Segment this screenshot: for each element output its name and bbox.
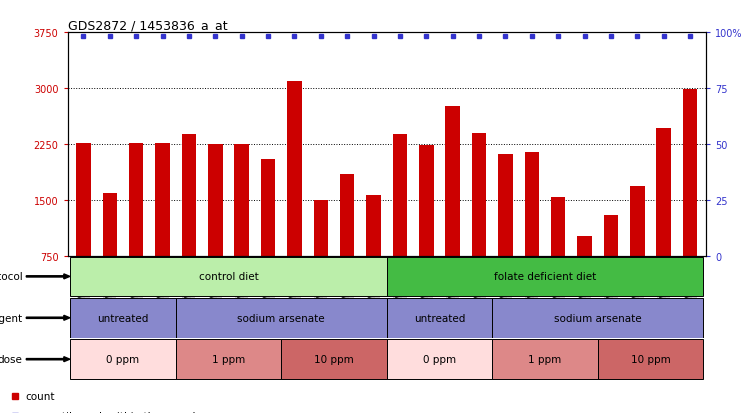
Text: 10 ppm: 10 ppm	[631, 354, 671, 364]
Bar	[208, 145, 222, 256]
Text: untreated: untreated	[414, 313, 465, 323]
Text: sodium arsenate: sodium arsenate	[237, 313, 325, 323]
Text: agent: agent	[0, 313, 23, 323]
Text: GDS2872 / 1453836_a_at: GDS2872 / 1453836_a_at	[68, 19, 228, 32]
Text: 0 ppm: 0 ppm	[423, 354, 456, 364]
Bar	[76, 144, 91, 256]
Bar	[445, 107, 460, 256]
Bar	[71, 298, 176, 338]
Bar	[387, 339, 492, 379]
Bar	[71, 257, 387, 297]
Text: percentile rank within the sample: percentile rank within the sample	[26, 411, 201, 413]
Text: untreated: untreated	[98, 313, 149, 323]
Bar	[387, 298, 492, 338]
Bar	[234, 145, 249, 256]
Bar	[498, 155, 513, 256]
Text: 0 ppm: 0 ppm	[107, 354, 140, 364]
Bar	[492, 298, 703, 338]
Text: 1 ppm: 1 ppm	[212, 354, 245, 364]
Bar	[261, 159, 276, 256]
Bar	[472, 134, 487, 256]
Bar	[578, 236, 592, 256]
Bar	[103, 194, 117, 256]
Text: count: count	[26, 391, 55, 401]
Bar	[492, 339, 598, 379]
Bar	[598, 339, 703, 379]
Bar	[176, 298, 387, 338]
Bar	[182, 135, 196, 256]
Text: sodium arsenate: sodium arsenate	[554, 313, 641, 323]
Text: control diet: control diet	[198, 272, 258, 282]
Bar	[155, 144, 170, 256]
Bar	[129, 144, 143, 256]
Bar	[366, 195, 381, 256]
Bar	[387, 257, 703, 297]
Bar	[630, 187, 644, 256]
Bar	[393, 135, 407, 256]
Text: protocol: protocol	[0, 272, 23, 282]
Text: 10 ppm: 10 ppm	[314, 354, 354, 364]
Bar	[340, 174, 354, 256]
Text: folate deficient diet: folate deficient diet	[494, 272, 596, 282]
Bar	[525, 153, 539, 256]
Bar	[656, 129, 671, 256]
Bar	[551, 197, 566, 256]
Bar	[287, 81, 302, 256]
Bar	[604, 216, 618, 256]
Bar	[71, 339, 176, 379]
Text: dose: dose	[0, 354, 23, 364]
Bar	[419, 146, 433, 256]
Bar	[282, 339, 387, 379]
Bar	[176, 339, 282, 379]
Bar	[314, 200, 328, 256]
Bar	[683, 90, 698, 256]
Text: 1 ppm: 1 ppm	[529, 354, 562, 364]
